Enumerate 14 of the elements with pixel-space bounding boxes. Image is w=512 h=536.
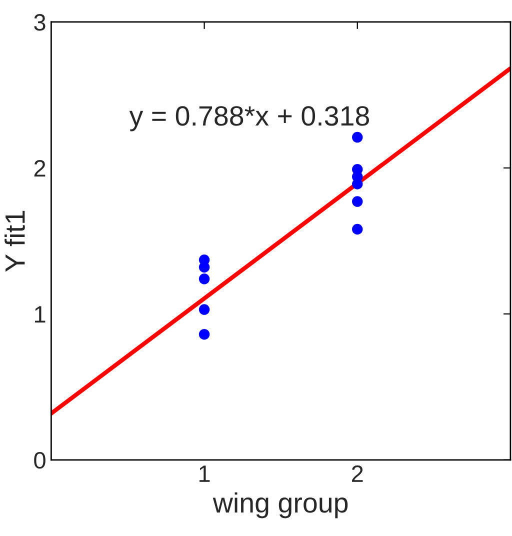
- x-axis-title: wing group: [212, 492, 348, 518]
- annotation: y = 0.788*x + 0.318: [129, 106, 369, 132]
- point: [352, 132, 363, 143]
- y-tick-label: 2: [34, 160, 46, 176]
- y-axis-title: Y fit1: [4, 210, 25, 272]
- point: [352, 178, 363, 190]
- point: [198, 304, 210, 315]
- point: [352, 196, 363, 207]
- y-tick-label: 3: [34, 14, 46, 31]
- point: [352, 224, 363, 235]
- y-tick-label: 0: [34, 452, 46, 469]
- point: [198, 328, 210, 340]
- point: [198, 274, 210, 284]
- y-tick-label: 1: [35, 306, 46, 322]
